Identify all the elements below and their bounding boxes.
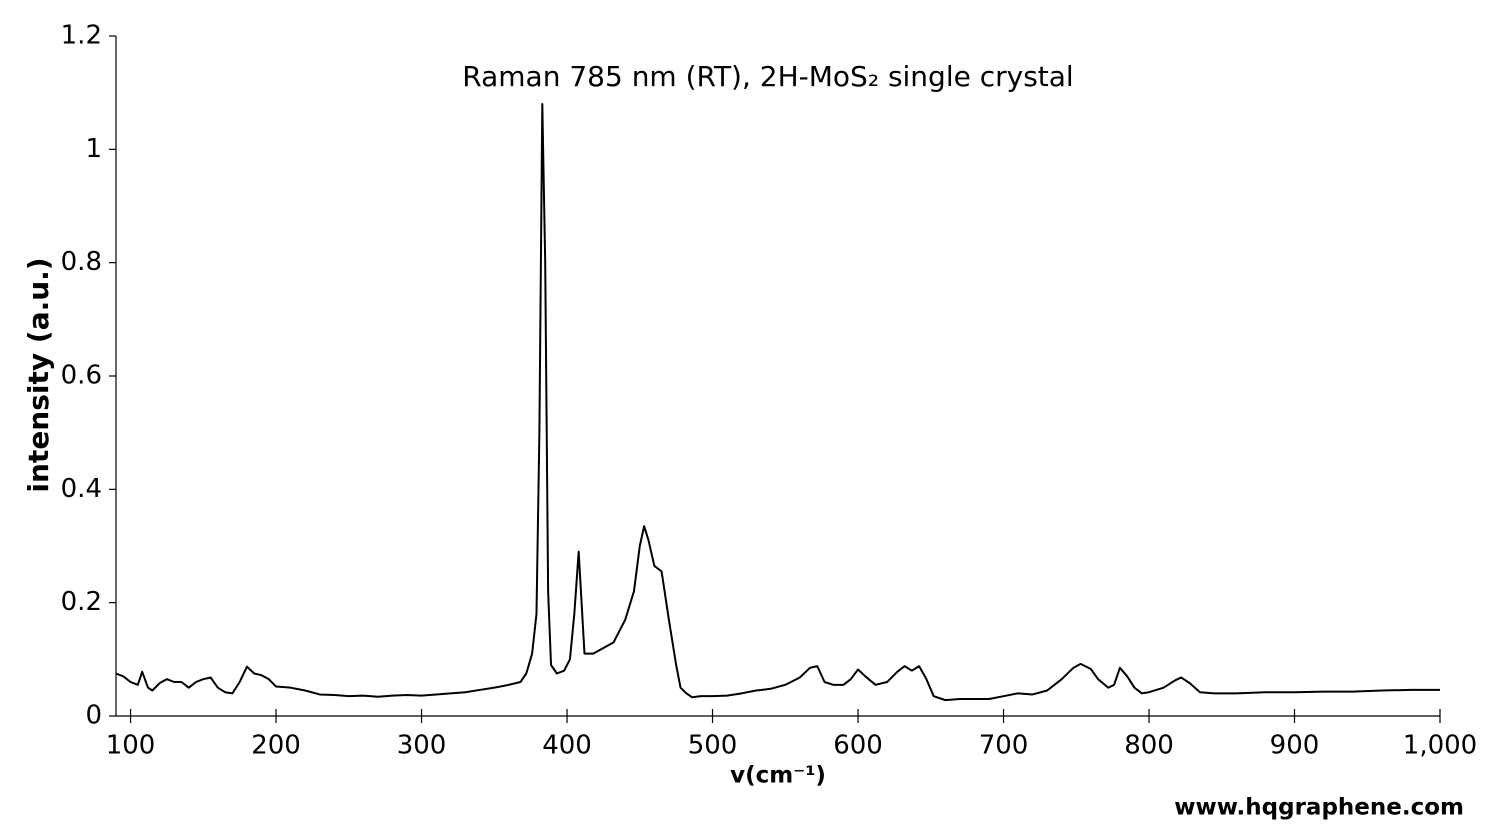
y-axis-label: intensity (a.u.) xyxy=(22,257,55,492)
spectrum-line xyxy=(115,103,1440,702)
x-tick-label: 500 xyxy=(688,731,738,761)
y-tick-label: 0.4 xyxy=(61,474,102,504)
y-tick-label: 0 xyxy=(85,701,102,731)
x-axis-label: v(cm⁻¹) xyxy=(730,763,826,789)
watermark: www.hqgraphene.com xyxy=(1174,795,1464,821)
x-tick-label: 900 xyxy=(1270,731,1320,761)
y-tick-label: 0.2 xyxy=(61,587,102,617)
x-tick-label: 200 xyxy=(251,731,301,761)
x-tick-label: 400 xyxy=(542,731,592,761)
chart-title: Raman 785 nm (RT), 2H-MoS₂ single crysta… xyxy=(462,60,1073,93)
x-tick-label: 300 xyxy=(397,731,447,761)
x-tick-label: 600 xyxy=(833,731,883,761)
x-tick-label: 1,000 xyxy=(1403,731,1477,761)
x-tick-label: 800 xyxy=(1124,731,1174,761)
y-tick-label: 1.2 xyxy=(61,21,102,51)
y-tick-label: 0.6 xyxy=(61,361,102,391)
y-tick-label: 1 xyxy=(85,134,102,164)
y-tick-label: 0.8 xyxy=(61,247,102,277)
x-tick-label: 100 xyxy=(106,731,156,761)
x-tick-label: 700 xyxy=(979,731,1029,761)
